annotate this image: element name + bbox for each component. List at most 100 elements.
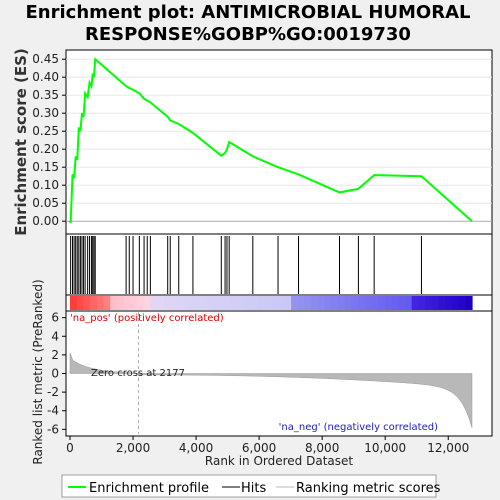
color-bar-segment-12 xyxy=(150,296,158,310)
legend-box xyxy=(61,474,437,498)
legend-es-label: Enrichment profile xyxy=(89,481,209,496)
color-bar-segment-11 xyxy=(143,296,151,310)
x-tick-label-1: 2,000 xyxy=(116,441,150,455)
metric-axis-ticks: -6 -4 -2 0 2 4 6 xyxy=(47,311,66,436)
x-tick-label-6: 12,000 xyxy=(427,441,469,455)
color-bar-segment-57 xyxy=(451,296,460,310)
ranking-metric-area xyxy=(69,352,473,429)
color-bar-segment-2 xyxy=(83,296,91,310)
metric-y-axis-label: Ranked list metric (PreRanked) xyxy=(31,279,45,464)
enrichment-profile-line xyxy=(69,57,473,224)
color-bar-segment-34 xyxy=(297,296,306,310)
pos-correlated-label: 'na_pos' (positively correlated) xyxy=(70,313,224,324)
es-tick-label-7: 0.35 xyxy=(32,88,59,102)
color-bar-segment-36 xyxy=(311,296,319,310)
title-line-1: Enrichment plot: ANTIMICROBIAL HUMORAL xyxy=(26,2,471,23)
color-bar-segment-19 xyxy=(197,296,205,310)
es-tick-label-2: 0.10 xyxy=(32,178,59,192)
color-bar-segment-40 xyxy=(338,296,346,310)
metric-tick-label-5: 4 xyxy=(51,329,59,343)
zero-cross-label: Zero cross at 2177 xyxy=(91,368,185,379)
es-tick-label-6: 0.30 xyxy=(32,106,59,120)
es-axis-ticks: 0.00 0.05 0.10 0.15 0.20 0.25 0.30 0.35 0.40 0.45 xyxy=(32,52,66,228)
color-bar-segment-30 xyxy=(271,296,279,310)
color-bar-segment-47 xyxy=(384,296,393,310)
color-bar-segment-42 xyxy=(351,296,359,310)
metric-tick-label-2: -2 xyxy=(47,385,59,399)
color-bar-segment-51 xyxy=(411,296,419,310)
color-bar-segment-18 xyxy=(190,296,198,310)
color-bar-segment-9 xyxy=(130,296,138,310)
color-bar-segment-54 xyxy=(431,296,440,310)
color-bar-segment-16 xyxy=(177,296,185,310)
color-bar-segment-33 xyxy=(291,296,299,310)
color-bar-segment-21 xyxy=(210,296,218,310)
metric-tick-label-1: -4 xyxy=(47,404,59,418)
es-tick-label-5: 0.25 xyxy=(32,124,59,138)
es-tick-label-9: 0.45 xyxy=(32,52,59,66)
color-bar-segment-37 xyxy=(317,296,326,310)
color-bar-segment-3 xyxy=(90,296,98,310)
color-bar-segment-7 xyxy=(116,296,125,310)
color-bar-segment-44 xyxy=(364,296,373,310)
metric-tick-label-4: 2 xyxy=(51,348,59,362)
color-bar-segment-56 xyxy=(445,296,453,310)
color-bar-segment-59 xyxy=(465,296,473,310)
es-gridlines xyxy=(66,58,492,222)
metric-tick-label-0: -6 xyxy=(47,422,59,436)
color-bar-segment-15 xyxy=(170,296,178,310)
color-bar-segment-17 xyxy=(183,296,192,310)
es-tick-label-0: 0.00 xyxy=(32,214,59,228)
color-bar-segment-6 xyxy=(110,296,118,310)
legend-metric-label: Ranking metric scores xyxy=(296,481,441,496)
color-bar-segment-53 xyxy=(425,296,433,310)
color-bar-segment-31 xyxy=(277,296,285,310)
title-line-2: RESPONSE%GOBP%GO:0019730 xyxy=(85,24,411,45)
color-bar-segment-48 xyxy=(391,296,399,310)
color-bar-segment-10 xyxy=(137,296,145,310)
x-tick-label-5: 10,000 xyxy=(364,441,406,455)
color-bar-segment-20 xyxy=(204,296,212,310)
color-bar-segment-41 xyxy=(344,296,352,310)
x-tick-label-4: 8,000 xyxy=(305,441,339,455)
color-bar-segment-39 xyxy=(331,296,339,310)
ranking-color-bar xyxy=(70,296,473,310)
x-axis-label: Rank in Ordered Dataset xyxy=(205,454,353,468)
x-tick-label-2: 4,000 xyxy=(179,441,213,455)
color-bar-segment-58 xyxy=(458,296,466,310)
metric-tick-label-6: 6 xyxy=(51,311,59,325)
color-bar-segment-29 xyxy=(264,296,272,310)
color-bar-segment-43 xyxy=(358,296,366,310)
metric-tick-label-3: 0 xyxy=(51,367,59,381)
neg-correlated-label: 'na_neg' (negatively correlated) xyxy=(279,422,438,433)
color-bar-segment-45 xyxy=(371,296,379,310)
color-bar-segment-1 xyxy=(76,296,84,310)
es-y-axis-label: Enrichment score (ES) xyxy=(12,48,30,236)
color-bar-segment-13 xyxy=(157,296,165,310)
color-bar-segment-46 xyxy=(378,296,386,310)
color-bar-segment-38 xyxy=(324,296,332,310)
color-bar-segment-28 xyxy=(257,296,265,310)
color-bar-segment-26 xyxy=(244,296,252,310)
color-bar-segment-23 xyxy=(224,296,232,310)
color-bar-segment-27 xyxy=(250,296,259,310)
color-bar-segment-14 xyxy=(163,296,172,310)
es-tick-label-3: 0.15 xyxy=(32,160,59,174)
color-bar-segment-4 xyxy=(96,296,105,310)
color-bar-segment-32 xyxy=(284,296,292,310)
x-axis-ticks: 0 2,000 4,000 6,000 8,000 10,000 12,000 xyxy=(66,436,469,455)
color-bar-segment-55 xyxy=(438,296,446,310)
color-bar-segment-49 xyxy=(398,296,406,310)
color-bar-segment-0 xyxy=(70,296,78,310)
color-bar-segment-22 xyxy=(217,296,225,310)
color-bar-segment-8 xyxy=(123,296,131,310)
hits-markers xyxy=(70,236,422,294)
legend-hits-label: Hits xyxy=(241,481,266,496)
color-bar-segment-24 xyxy=(230,296,239,310)
color-bar-segment-5 xyxy=(103,296,111,310)
color-bar-segment-35 xyxy=(304,296,312,310)
color-bar-segment-25 xyxy=(237,296,245,310)
x-tick-label-0: 0 xyxy=(66,441,74,455)
